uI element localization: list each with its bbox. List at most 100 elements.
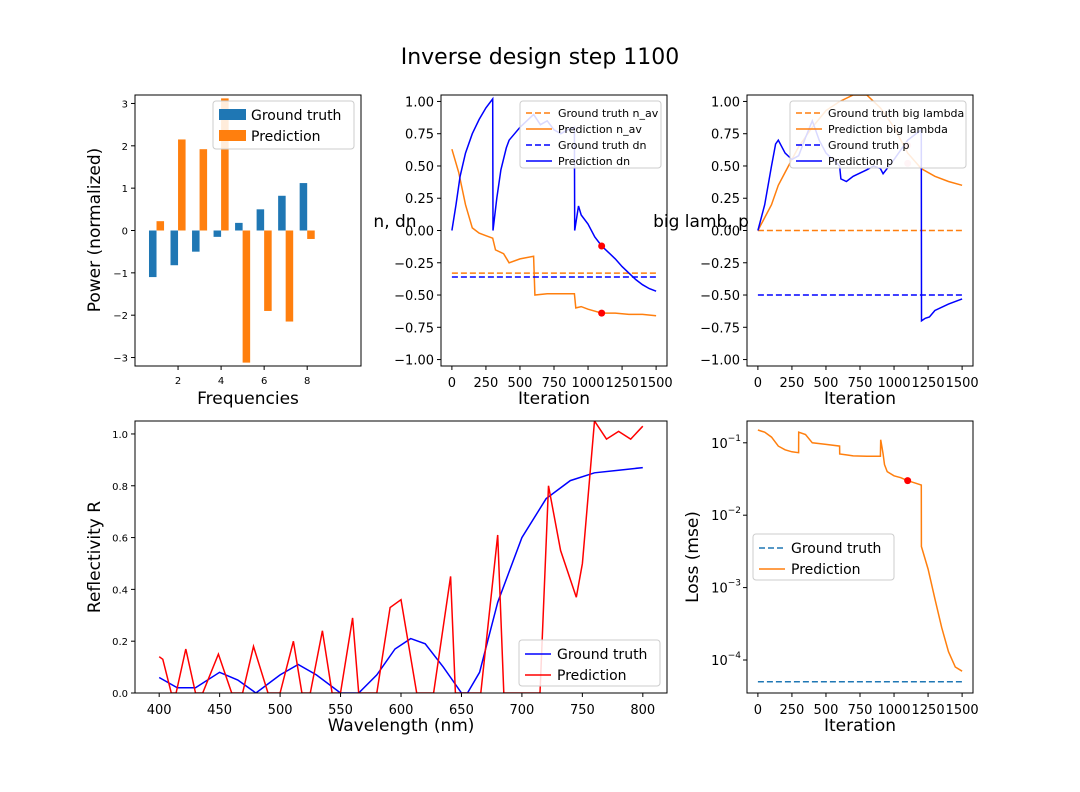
- legend: Ground truth Prediction: [752, 533, 895, 581]
- y-tick-label: −0.25: [700, 257, 740, 272]
- series-line: [757, 118, 963, 323]
- series-line: [158, 466, 643, 693]
- x-tick-label: 6: [261, 376, 267, 387]
- x-tick-label: 500: [814, 703, 839, 718]
- y-tick-label: 0: [122, 227, 128, 238]
- legend-label: Prediction: [557, 668, 627, 684]
- y-tick-label: 10−1: [711, 434, 741, 452]
- x-tick-label: 4: [218, 376, 224, 387]
- y-tick-label: 2: [122, 142, 128, 153]
- y-tick-label: −1: [113, 269, 128, 280]
- x-tick-label: 1500: [946, 376, 979, 391]
- legend-box: [518, 639, 661, 687]
- y-tick-label: 1.00: [711, 95, 740, 110]
- series-line: [158, 421, 644, 693]
- y-tick-label: 10−4: [711, 651, 741, 669]
- bar: [264, 230, 272, 311]
- x-tick-label: 0: [754, 703, 762, 718]
- x-tick-label: 2: [175, 376, 181, 387]
- x-tick-label: 1250: [912, 703, 945, 718]
- x-tick-label: 250: [780, 376, 805, 391]
- y-tick-label: 1.0: [112, 430, 128, 441]
- x-tick-label: 1000: [877, 703, 910, 718]
- bar: [148, 230, 157, 278]
- legend-swatch: [219, 130, 246, 141]
- y-tick-label: 0.4: [112, 585, 128, 596]
- bar: [170, 230, 179, 266]
- y-tick-label: 0.0: [112, 689, 128, 700]
- x-axis-label: Iteration: [518, 389, 590, 409]
- x-tick-label: 250: [780, 703, 805, 718]
- x-tick-label: 450: [207, 703, 232, 718]
- plot-area: [757, 429, 963, 683]
- bar: [178, 139, 186, 231]
- y-tick-label: −2: [113, 311, 128, 322]
- legend-label: Ground truth: [557, 647, 647, 663]
- y-tick-label: 0.75: [711, 128, 740, 143]
- figure-title: Inverse design step 1100: [401, 45, 680, 70]
- chart-ndn: 0 250 500 750 1000 1250 1500 −1.00 −0.75 −0.50 −0.…: [373, 94, 673, 409]
- y-tick-label: 0.00: [711, 225, 740, 240]
- bar: [278, 195, 286, 231]
- x-tick-label: 500: [508, 376, 533, 391]
- legend-box: [752, 533, 895, 581]
- x-axis-label: Iteration: [824, 716, 896, 736]
- x-tick-label: 750: [848, 376, 873, 391]
- y-tick-label: −0.50: [700, 289, 740, 304]
- y-tick-label: −1.00: [394, 354, 434, 369]
- series-line: [757, 429, 963, 672]
- x-tick-label: 250: [474, 376, 499, 391]
- y-tick-label: 1: [122, 184, 128, 195]
- y-tick-label: 10−2: [711, 506, 741, 524]
- x-tick-label: 800: [630, 703, 655, 718]
- legend-label: Prediction n_av: [558, 123, 642, 136]
- bar: [235, 222, 243, 231]
- legend-label: Prediction: [251, 129, 321, 145]
- y-tick-label: 3: [122, 99, 128, 110]
- bar: [307, 230, 315, 239]
- x-tick-label: 750: [542, 376, 567, 391]
- x-tick-label: 1500: [946, 703, 979, 718]
- x-tick-label: 1250: [606, 376, 639, 391]
- bar: [299, 183, 308, 231]
- x-tick-label: 1000: [877, 376, 910, 391]
- y-axis-label: Reflectivity R: [85, 501, 105, 613]
- bar: [285, 230, 294, 322]
- x-axis-label: Wavelength (nm): [328, 716, 475, 736]
- x-tick-label: 1250: [912, 376, 945, 391]
- bar: [156, 221, 165, 231]
- legend-label: Prediction p: [828, 155, 893, 168]
- x-tick-label: 600: [389, 703, 414, 718]
- chart-freq: 2 4 6 8 −3 −2 −1 0 1 2 3 Frequencies Power (normaliz…: [85, 94, 362, 409]
- x-tick-label: 500: [268, 703, 293, 718]
- y-tick-label: 0.2: [112, 637, 128, 648]
- series-line: [451, 148, 657, 317]
- legend-label: Ground truth dn: [558, 139, 647, 152]
- legend-label: Ground truth: [791, 541, 881, 557]
- bar: [221, 98, 229, 231]
- x-tick-label: 400: [147, 703, 172, 718]
- plot-area: [158, 421, 644, 693]
- legend: Ground truth Prediction: [212, 100, 355, 150]
- y-tick-label: −3: [113, 354, 128, 365]
- x-tick-label: 650: [449, 703, 474, 718]
- y-tick-label: −0.75: [700, 321, 740, 336]
- legend-label: Prediction big lambda: [828, 123, 948, 136]
- y-tick-label: 0.75: [405, 128, 434, 143]
- y-axis-label: big lamb, p: [653, 212, 749, 232]
- legend-label: Ground truth: [251, 108, 341, 124]
- y-tick-label: −0.25: [394, 257, 434, 272]
- x-tick-label: 750: [570, 703, 595, 718]
- marker-point: [598, 242, 606, 250]
- y-axis-label: Loss (mse): [683, 511, 703, 603]
- y-tick-label: 0.6: [112, 534, 128, 545]
- chart-refl: 400 450 500 550 600 650 700 750 800 0.0 0.2 0.4 0.6 0…: [85, 420, 668, 736]
- bar: [199, 149, 208, 231]
- y-tick-label: 0.00: [405, 225, 434, 240]
- x-axis-label: Frequencies: [197, 389, 299, 409]
- x-tick-label: 750: [848, 703, 873, 718]
- chart-lambp: 0 250 500 750 1000 1250 1500 −1.00 −0.75 −0.50 −0.…: [653, 94, 979, 409]
- x-tick-label: 0: [754, 376, 762, 391]
- y-tick-label: 0.25: [711, 192, 740, 207]
